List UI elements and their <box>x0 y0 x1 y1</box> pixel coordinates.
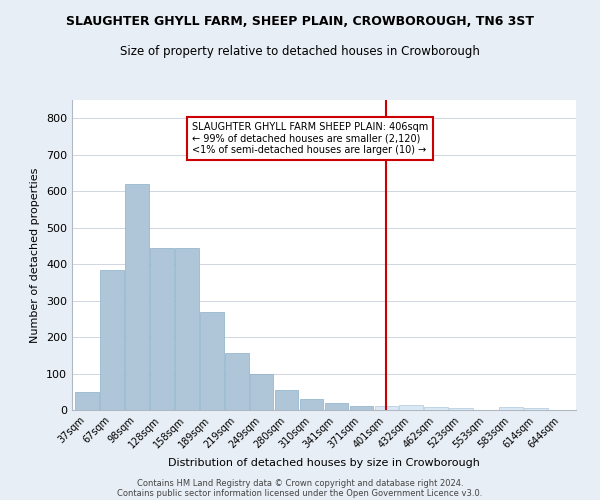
Text: Size of property relative to detached houses in Crowborough: Size of property relative to detached ho… <box>120 45 480 58</box>
Bar <box>250 374 274 410</box>
Bar <box>524 408 548 410</box>
Bar <box>75 392 99 410</box>
Y-axis label: Number of detached properties: Number of detached properties <box>31 168 40 342</box>
Text: Contains public sector information licensed under the Open Government Licence v3: Contains public sector information licen… <box>118 488 482 498</box>
Bar <box>350 406 373 410</box>
Bar <box>299 399 323 410</box>
Bar <box>150 248 173 410</box>
Bar <box>100 270 124 410</box>
Bar <box>424 407 448 410</box>
Text: Contains HM Land Registry data © Crown copyright and database right 2024.: Contains HM Land Registry data © Crown c… <box>137 478 463 488</box>
Text: SLAUGHTER GHYLL FARM, SHEEP PLAIN, CROWBOROUGH, TN6 3ST: SLAUGHTER GHYLL FARM, SHEEP PLAIN, CROWB… <box>66 15 534 28</box>
X-axis label: Distribution of detached houses by size in Crowborough: Distribution of detached houses by size … <box>168 458 480 468</box>
Bar <box>499 407 523 410</box>
Bar <box>449 408 473 410</box>
Bar <box>400 404 423 410</box>
Bar <box>175 248 199 410</box>
Bar <box>374 406 398 410</box>
Text: SLAUGHTER GHYLL FARM SHEEP PLAIN: 406sqm
← 99% of detached houses are smaller (2: SLAUGHTER GHYLL FARM SHEEP PLAIN: 406sqm… <box>192 122 428 155</box>
Bar <box>200 312 224 410</box>
Bar <box>275 390 298 410</box>
Bar <box>325 404 349 410</box>
Bar <box>125 184 149 410</box>
Bar <box>225 354 248 410</box>
